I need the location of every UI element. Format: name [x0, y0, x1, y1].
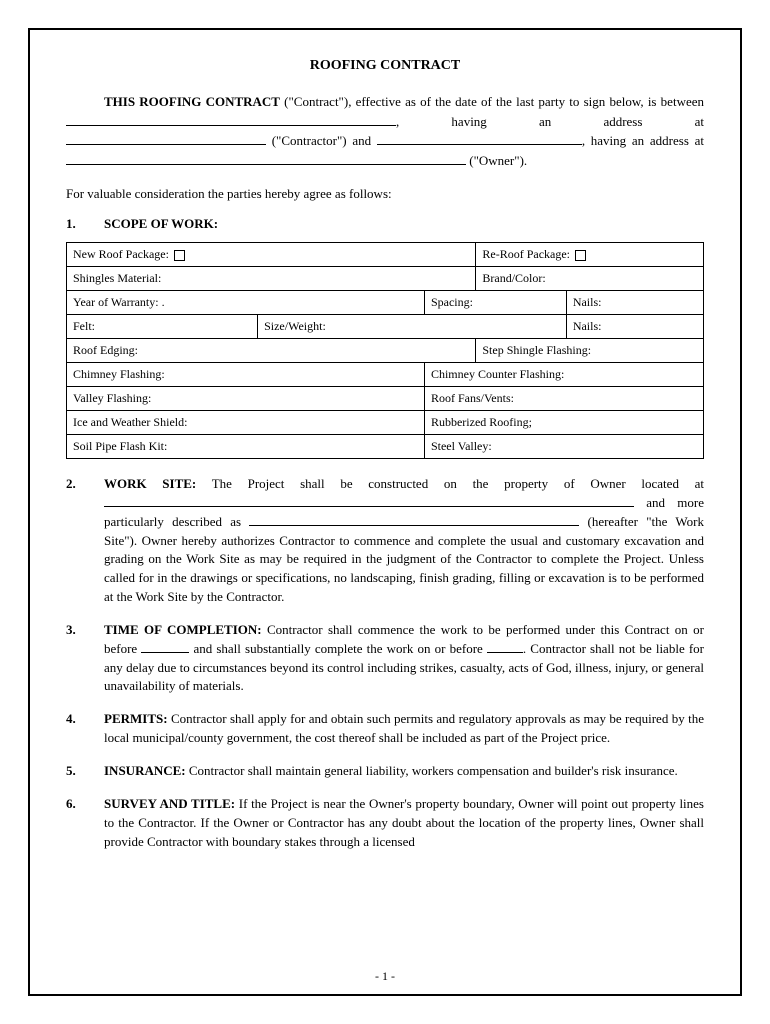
document-title: ROOFING CONTRACT: [66, 58, 704, 74]
document-border: ROOFING CONTRACT THIS ROOFING CONTRACT (…: [28, 28, 742, 996]
cell-size[interactable]: Size/Weight:: [258, 315, 567, 339]
checkbox-re-roof[interactable]: [575, 250, 586, 261]
cell-new-roof: New Roof Package:: [67, 243, 476, 267]
section-5: 5. INSURANCE: Contractor shall maintain …: [66, 762, 704, 781]
intro-paragraph: THIS ROOFING CONTRACT ("Contract"), effe…: [66, 92, 704, 170]
blank-end-date[interactable]: [487, 641, 523, 653]
cell-chimney-counter[interactable]: Chimney Counter Flashing:: [424, 363, 703, 387]
intro-text-1: ("Contract"), effective as of the date o…: [280, 94, 704, 109]
label-new-roof: New Roof Package:: [73, 247, 169, 261]
section-2-title: WORK SITE:: [104, 476, 196, 491]
section-1-num: 1.: [66, 216, 104, 232]
cell-brand[interactable]: Brand/Color:: [476, 267, 704, 291]
section-5-num: 5.: [66, 762, 104, 781]
section-2-body: WORK SITE: The Project shall be construc…: [104, 475, 704, 607]
intro-text-4: , having an address at: [582, 133, 704, 148]
checkbox-new-roof[interactable]: [174, 250, 185, 261]
cell-spacing[interactable]: Spacing:: [424, 291, 566, 315]
section-2-num: 2.: [66, 475, 104, 607]
blank-owner-name[interactable]: [377, 133, 582, 145]
section-6-title: SURVEY AND TITLE:: [104, 796, 235, 811]
intro-text-2: , having an address at: [396, 114, 704, 129]
blank-worksite-desc[interactable]: [249, 514, 579, 526]
section-2: 2. WORK SITE: The Project shall be const…: [66, 475, 704, 607]
section-5-body: INSURANCE: Contractor shall maintain gen…: [104, 762, 704, 781]
blank-party-name[interactable]: [66, 114, 396, 126]
blank-contractor-address[interactable]: [66, 133, 266, 145]
section-4-num: 4.: [66, 710, 104, 748]
blank-worksite-address[interactable]: [104, 495, 634, 507]
cell-shingles[interactable]: Shingles Material:: [67, 267, 476, 291]
cell-steel[interactable]: Steel Valley:: [424, 435, 703, 459]
blank-start-date[interactable]: [141, 641, 189, 653]
section-4-title: PERMITS:: [104, 711, 168, 726]
cell-soil[interactable]: Soil Pipe Flash Kit:: [67, 435, 425, 459]
intro-text-3: ("Contractor") and: [266, 133, 377, 148]
cell-step-flash[interactable]: Step Shingle Flashing:: [476, 339, 704, 363]
consideration-text: For valuable consideration the parties h…: [66, 186, 704, 202]
intro-text-5: ("Owner").: [466, 153, 527, 168]
section-4-body: PERMITS: Contractor shall apply for and …: [104, 710, 704, 748]
cell-nails1[interactable]: Nails:: [566, 291, 703, 315]
cell-rubber[interactable]: Rubberized Roofing;: [424, 411, 703, 435]
cell-valley[interactable]: Valley Flashing:: [67, 387, 425, 411]
cell-chimney[interactable]: Chimney Flashing:: [67, 363, 425, 387]
intro-lead: THIS ROOFING CONTRACT: [104, 94, 280, 109]
section-3: 3. TIME OF COMPLETION: Contractor shall …: [66, 621, 704, 696]
section-1-title: SCOPE OF WORK:: [104, 216, 218, 231]
cell-edging[interactable]: Roof Edging:: [67, 339, 476, 363]
section-3-body: TIME OF COMPLETION: Contractor shall com…: [104, 621, 704, 696]
section-6: 6. SURVEY AND TITLE: If the Project is n…: [66, 795, 704, 852]
section-6-body: SURVEY AND TITLE: If the Project is near…: [104, 795, 704, 852]
section-3-num: 3.: [66, 621, 104, 696]
section-3-title: TIME OF COMPLETION:: [104, 622, 262, 637]
scope-table: New Roof Package: Re-Roof Package: Shing…: [66, 242, 704, 459]
section-5-title: INSURANCE:: [104, 763, 186, 778]
section-6-num: 6.: [66, 795, 104, 852]
section-3-text-2: and shall substantially complete the wor…: [189, 641, 487, 656]
cell-ice[interactable]: Ice and Weather Shield:: [67, 411, 425, 435]
section-5-text: Contractor shall maintain general liabil…: [186, 763, 678, 778]
label-re-roof: Re-Roof Package:: [482, 247, 570, 261]
cell-fans[interactable]: Roof Fans/Vents:: [424, 387, 703, 411]
cell-re-roof: Re-Roof Package:: [476, 243, 704, 267]
cell-felt[interactable]: Felt:: [67, 315, 258, 339]
section-1-head: 1.SCOPE OF WORK:: [66, 216, 704, 232]
cell-warranty[interactable]: Year of Warranty: .: [67, 291, 425, 315]
section-4: 4. PERMITS: Contractor shall apply for a…: [66, 710, 704, 748]
cell-nails2[interactable]: Nails:: [566, 315, 703, 339]
section-2-text-1: The Project shall be constructed on the …: [196, 476, 704, 491]
blank-owner-address[interactable]: [66, 153, 466, 165]
page-number: - 1 -: [30, 969, 740, 984]
section-4-text: Contractor shall apply for and obtain su…: [104, 711, 704, 745]
